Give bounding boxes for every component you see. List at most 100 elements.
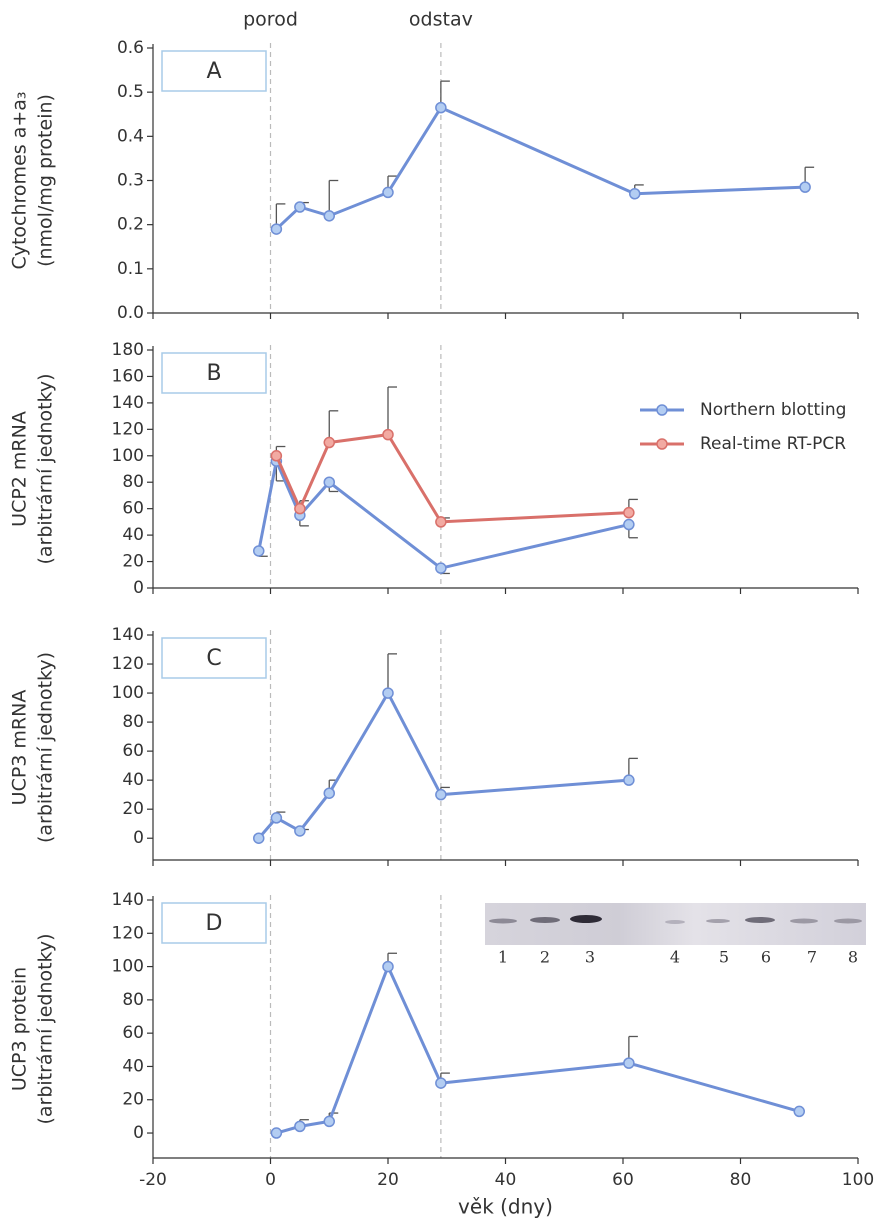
y-axis-label: (arbitrární jednotky) <box>35 933 57 1124</box>
data-point <box>295 202 305 212</box>
y-tick-label: 0 <box>133 828 144 848</box>
lane-label: 7 <box>807 948 817 967</box>
legend-marker <box>657 439 667 449</box>
y-tick-label: 0.0 <box>117 303 144 323</box>
data-point <box>324 211 334 221</box>
x-tick-label: 40 <box>495 1170 517 1190</box>
data-point <box>383 430 393 440</box>
x-axis-label: věk (dny) <box>458 1195 553 1219</box>
data-point <box>324 788 334 798</box>
lane-label: 1 <box>498 948 508 967</box>
data-point <box>800 182 810 192</box>
data-point <box>436 517 446 527</box>
data-point <box>624 508 634 518</box>
data-point <box>324 438 334 448</box>
y-tick-label: 20 <box>122 1090 144 1110</box>
series-line <box>276 108 805 229</box>
data-point <box>624 1058 634 1068</box>
data-point <box>630 189 640 199</box>
y-tick-label: 120 <box>112 654 144 674</box>
y-tick-label: 80 <box>122 990 144 1010</box>
y-tick-label: 100 <box>112 446 144 466</box>
y-tick-label: 0 <box>133 1123 144 1143</box>
data-point <box>436 1078 446 1088</box>
data-point <box>271 1128 281 1138</box>
y-tick-label: 0 <box>133 578 144 598</box>
panel-label: D <box>206 911 223 936</box>
event-label: porod <box>243 9 298 31</box>
data-point <box>383 187 393 197</box>
western-blot-inset <box>485 903 866 945</box>
y-axis-label: (arbitrární jednotky) <box>35 652 57 843</box>
lane-label: 8 <box>848 948 858 967</box>
error-bar <box>388 654 397 693</box>
legend-label: Northern blotting <box>700 400 846 420</box>
y-tick-label: 40 <box>122 525 144 545</box>
y-tick-label: 60 <box>122 741 144 761</box>
y-tick-label: 80 <box>122 712 144 732</box>
lane-label: 3 <box>585 948 595 967</box>
y-tick-label: 20 <box>122 552 144 572</box>
y-tick-label: 20 <box>122 799 144 819</box>
y-tick-label: 0.2 <box>117 215 144 235</box>
panel-label: B <box>206 361 221 386</box>
lane-label: 4 <box>670 948 680 967</box>
y-tick-label: 0.4 <box>117 126 144 146</box>
data-point <box>324 477 334 487</box>
data-point <box>436 790 446 800</box>
data-point <box>624 520 634 530</box>
y-tick-label: 100 <box>112 683 144 703</box>
x-tick-label: 0 <box>265 1170 276 1190</box>
y-tick-label: 120 <box>112 419 144 439</box>
data-point <box>271 224 281 234</box>
data-point <box>254 546 264 556</box>
series-line <box>259 693 629 838</box>
legend-label: Real-time RT-PCR <box>700 434 846 454</box>
panel-label: C <box>206 646 221 671</box>
y-tick-label: 0.1 <box>117 259 144 279</box>
legend-marker <box>657 405 667 415</box>
data-point <box>794 1106 804 1116</box>
y-tick-label: 160 <box>112 366 144 386</box>
lane-label: 6 <box>761 948 771 967</box>
data-point <box>295 1121 305 1131</box>
y-tick-label: 60 <box>122 1023 144 1043</box>
x-tick-label: 100 <box>842 1170 874 1190</box>
y-tick-label: 140 <box>112 393 144 413</box>
y-tick-label: 100 <box>112 957 144 977</box>
y-axis-label: UCP3 protein <box>9 967 31 1091</box>
y-tick-label: 60 <box>122 499 144 519</box>
lane-label: 2 <box>540 948 550 967</box>
y-axis-label: Cytochromes a+a₃ <box>9 91 31 269</box>
data-point <box>254 833 264 843</box>
y-axis-label: (arbitrární jednotky) <box>35 373 57 564</box>
data-point <box>324 1116 334 1126</box>
error-bar <box>388 387 397 435</box>
y-tick-label: 0.3 <box>117 171 144 191</box>
lane-label: 5 <box>719 948 729 967</box>
y-tick-label: 0.5 <box>117 82 144 102</box>
y-tick-label: 140 <box>112 890 144 910</box>
data-point <box>383 962 393 972</box>
figure: porod odstav 0.0 0.1 0.2 0.3 0.4 0.5 0.6 Cytochro… <box>0 0 884 1224</box>
y-tick-label: 40 <box>122 770 144 790</box>
x-tick-label: 20 <box>377 1170 399 1190</box>
data-point <box>383 688 393 698</box>
y-tick-label: 140 <box>112 625 144 645</box>
y-tick-label: 40 <box>122 1056 144 1076</box>
y-tick-label: 180 <box>112 340 144 360</box>
data-point <box>624 775 634 785</box>
event-label: odstav <box>409 9 473 31</box>
x-tick-label: 80 <box>730 1170 752 1190</box>
panel-label: A <box>206 59 221 84</box>
data-point <box>271 451 281 461</box>
x-tick-label: -20 <box>139 1170 167 1190</box>
y-axis-label: UCP3 mRNA <box>9 690 31 806</box>
y-tick-label: 0.6 <box>117 38 144 58</box>
series-line <box>276 967 799 1133</box>
data-point <box>436 563 446 573</box>
x-tick-label: 60 <box>612 1170 634 1190</box>
data-point <box>436 103 446 113</box>
data-point <box>271 813 281 823</box>
y-tick-label: 80 <box>122 472 144 492</box>
